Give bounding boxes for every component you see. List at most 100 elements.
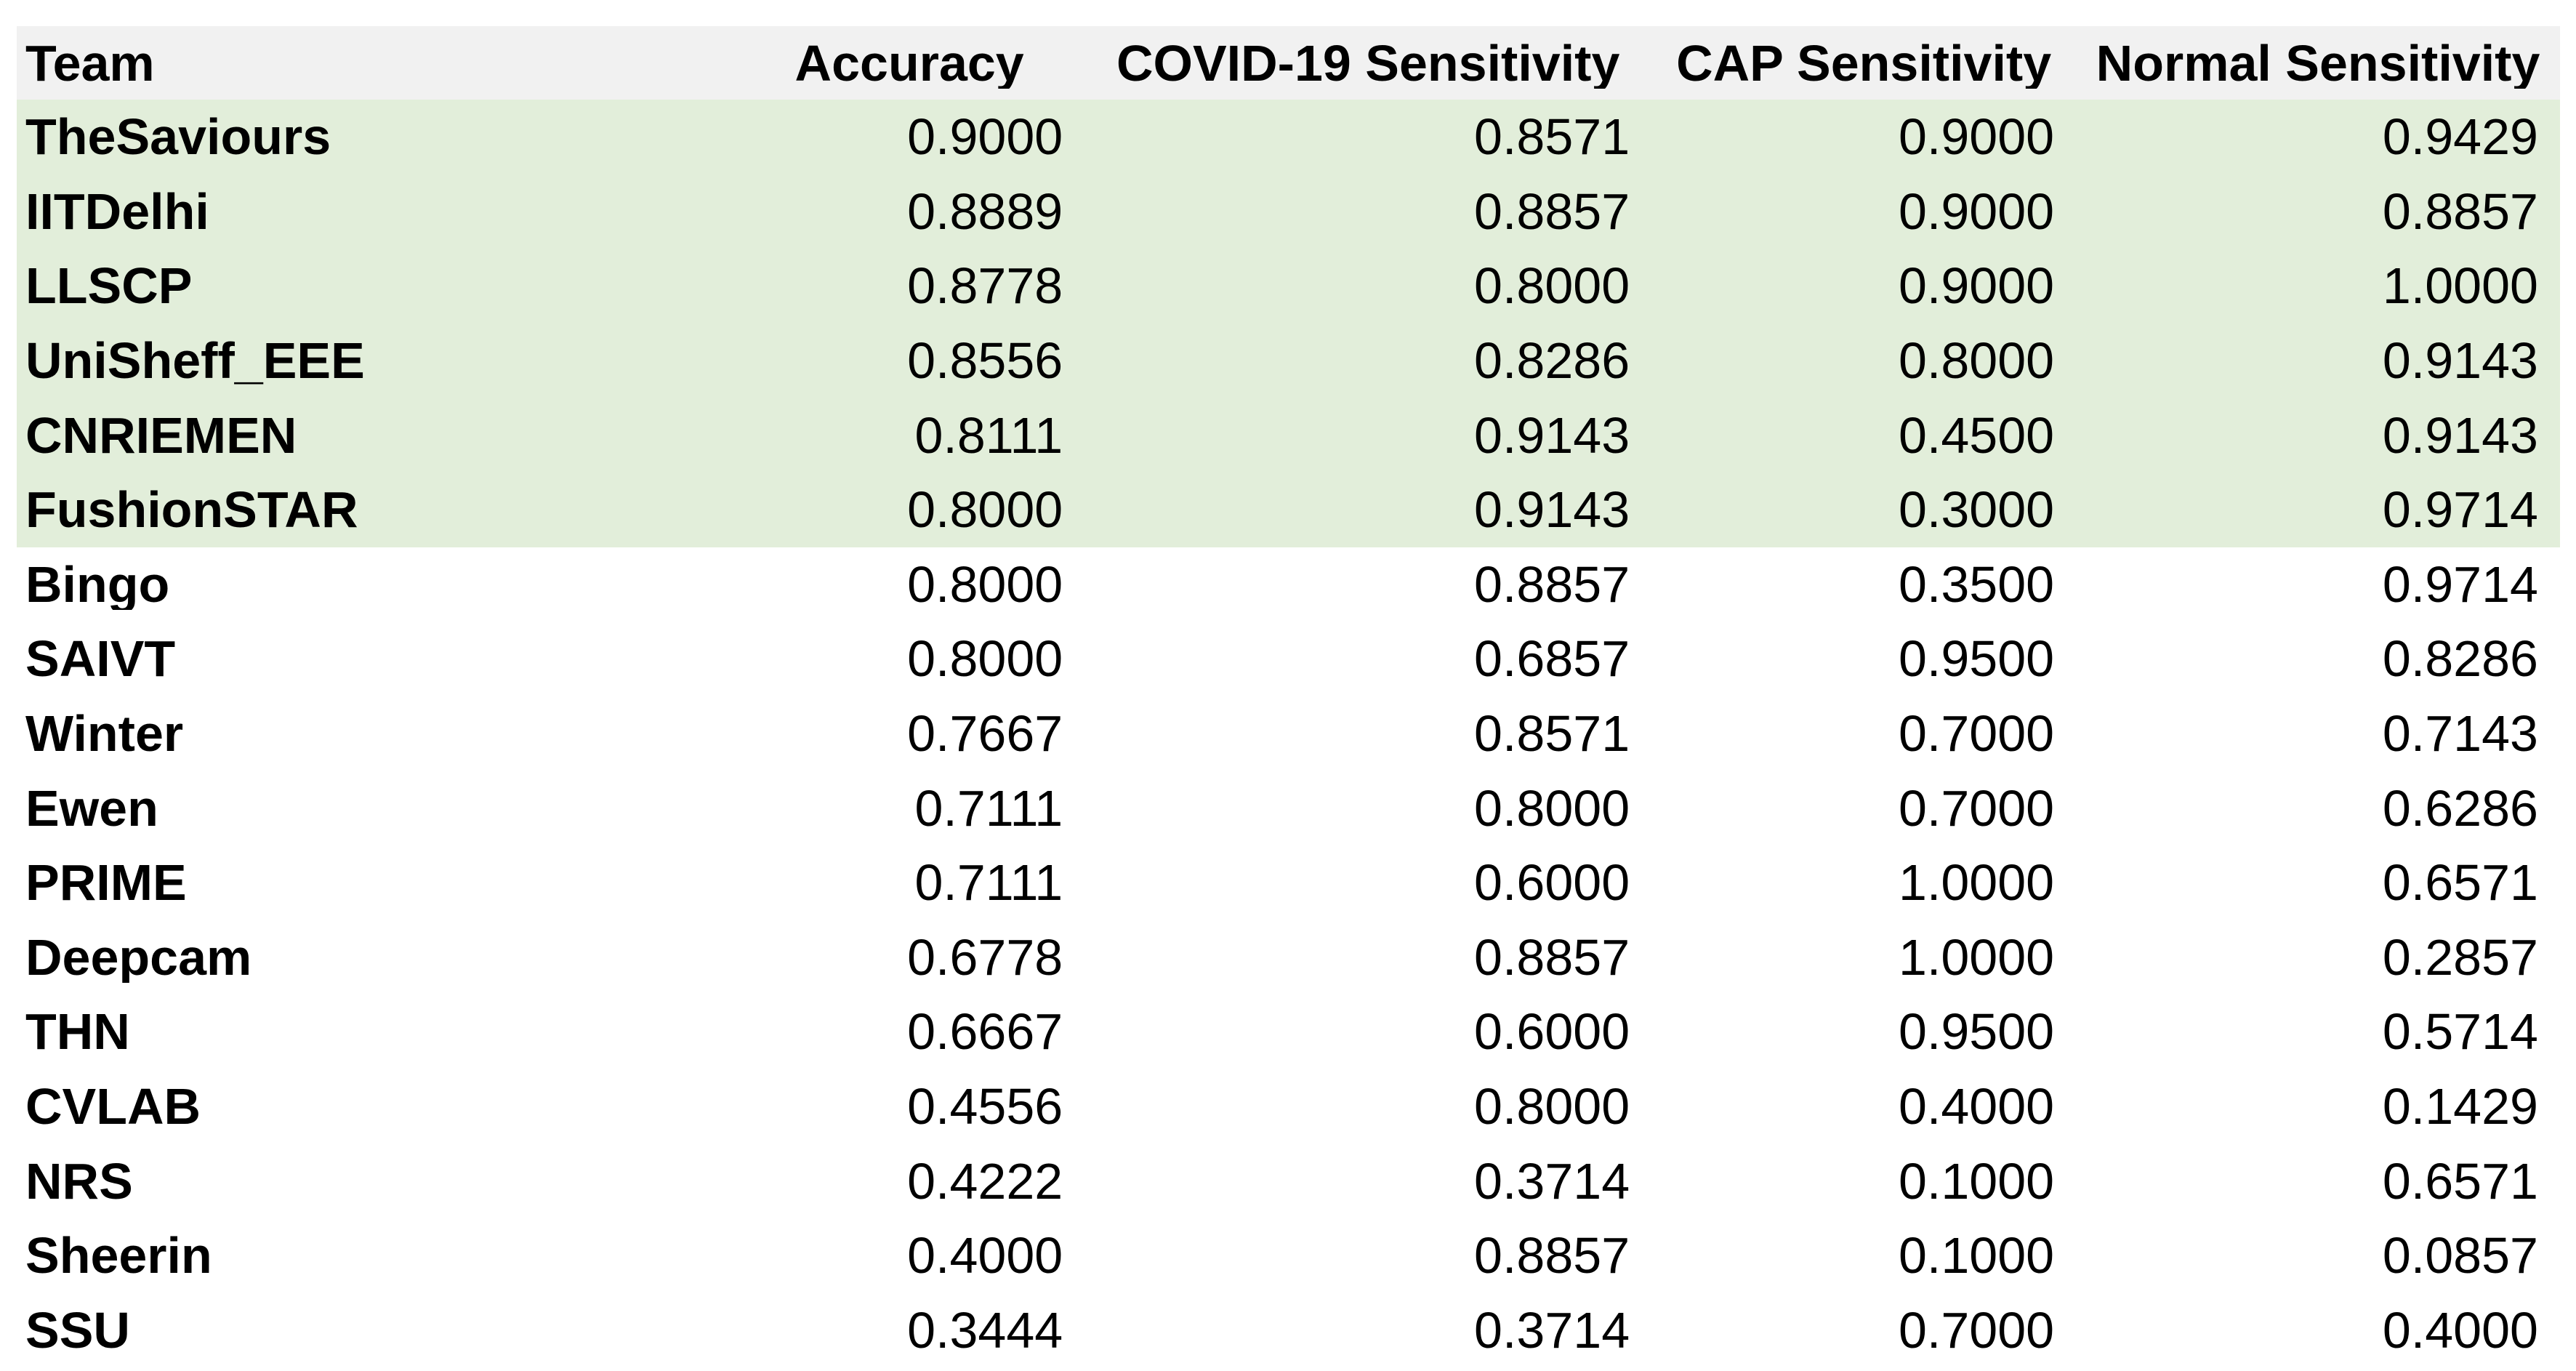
table-header-row: Team Accuracy COVID-19 Sensitivity CAP S… — [17, 26, 2560, 100]
table-body: TheSaviours 0.9000 0.8571 0.9000 0.9429 … — [17, 100, 2560, 1368]
cap-sensitivity-cell: 0.9000 — [1899, 185, 2055, 237]
covid-sensitivity-cell: 0.8857 — [1474, 558, 1630, 610]
cap-sensitivity-cell: 0.7000 — [1899, 1304, 2055, 1356]
covid-sensitivity-cell: 0.8000 — [1474, 1081, 1630, 1133]
accuracy-cell: 0.7111 — [914, 782, 1063, 834]
table-row: TheSaviours 0.9000 0.8571 0.9000 0.9429 — [17, 100, 2560, 174]
normal-sensitivity-cell: 0.6286 — [2382, 782, 2538, 834]
covid-sensitivity-cell: 0.6000 — [1474, 1006, 1630, 1058]
accuracy-cell: 0.8111 — [914, 409, 1063, 461]
accuracy-cell: 0.6667 — [907, 1006, 1063, 1058]
normal-sensitivity-cell: 0.5714 — [2382, 1006, 2538, 1058]
table-row: CVLAB 0.4556 0.8000 0.4000 0.1429 — [17, 1069, 2560, 1144]
normal-sensitivity-cell: 0.8286 — [2382, 633, 2538, 685]
table-row: SSU 0.3444 0.3714 0.7000 0.4000 — [17, 1292, 2560, 1368]
covid-sensitivity-cell: 0.8000 — [1474, 260, 1630, 312]
table-row: FushionSTAR 0.8000 0.9143 0.3000 0.9714 — [17, 472, 2560, 547]
covid-sensitivity-cell: 0.8571 — [1474, 111, 1630, 163]
team-cell: Sheerin — [25, 1230, 212, 1282]
normal-sensitivity-cell: 0.2857 — [2382, 931, 2538, 983]
cap-sensitivity-cell: 0.7000 — [1899, 708, 2055, 760]
table-row: Bingo 0.8000 0.8857 0.3500 0.9714 — [17, 547, 2560, 622]
covid-sensitivity-cell: 0.8857 — [1474, 1230, 1630, 1282]
table-row: Ewen 0.7111 0.8000 0.7000 0.6286 — [17, 771, 2560, 845]
table-row: NRS 0.4222 0.3714 0.1000 0.6571 — [17, 1143, 2560, 1218]
covid-sensitivity-cell: 0.6857 — [1474, 633, 1630, 685]
table-row: Sheerin 0.4000 0.8857 0.1000 0.0857 — [17, 1218, 2560, 1293]
covid-sensitivity-cell: 0.9143 — [1474, 484, 1630, 536]
table-row: Winter 0.7667 0.8571 0.7000 0.7143 — [17, 696, 2560, 771]
column-header-normal-sensitivity: Normal Sensitivity — [2096, 37, 2540, 89]
covid-sensitivity-cell: 0.8857 — [1474, 185, 1630, 237]
team-cell: Bingo — [25, 558, 170, 610]
accuracy-cell: 0.8778 — [907, 260, 1063, 312]
normal-sensitivity-cell: 0.6571 — [2382, 1155, 2538, 1207]
team-cell: Deepcam — [25, 931, 252, 983]
team-cell: UniSheff_EEE — [25, 335, 365, 387]
cap-sensitivity-cell: 0.4000 — [1899, 1081, 2055, 1133]
covid-sensitivity-cell: 0.8000 — [1474, 782, 1630, 834]
team-cell: SSU — [25, 1304, 130, 1356]
cap-sensitivity-cell: 1.0000 — [1899, 857, 2055, 909]
accuracy-cell: 0.8889 — [907, 185, 1063, 237]
accuracy-cell: 0.8556 — [907, 335, 1063, 387]
accuracy-cell: 0.6778 — [907, 931, 1063, 983]
cap-sensitivity-cell: 0.4500 — [1899, 409, 2055, 461]
cap-sensitivity-cell: 0.1000 — [1899, 1155, 2055, 1207]
normal-sensitivity-cell: 0.8857 — [2382, 185, 2538, 237]
column-header-team: Team — [25, 37, 155, 89]
team-cell: CVLAB — [25, 1081, 201, 1133]
covid-sensitivity-cell: 0.9143 — [1474, 409, 1630, 461]
table-row: IITDelhi 0.8889 0.8857 0.9000 0.8857 — [17, 174, 2560, 249]
accuracy-cell: 0.4556 — [907, 1081, 1063, 1133]
covid-sensitivity-cell: 0.8286 — [1474, 335, 1630, 387]
column-header-covid-sensitivity: COVID-19 Sensitivity — [1116, 37, 1620, 89]
table-row: THN 0.6667 0.6000 0.9500 0.5714 — [17, 994, 2560, 1069]
cap-sensitivity-cell: 0.8000 — [1899, 335, 2055, 387]
normal-sensitivity-cell: 0.9714 — [2382, 484, 2538, 536]
accuracy-cell: 0.3444 — [907, 1304, 1063, 1356]
team-cell: Winter — [25, 708, 184, 760]
team-cell: IITDelhi — [25, 185, 209, 237]
covid-sensitivity-cell: 0.8857 — [1474, 931, 1630, 983]
team-cell: TheSaviours — [25, 111, 331, 163]
accuracy-cell: 0.7667 — [907, 708, 1063, 760]
normal-sensitivity-cell: 0.9714 — [2382, 558, 2538, 610]
column-header-cap-sensitivity: CAP Sensitivity — [1676, 37, 2052, 89]
team-cell: SAIVT — [25, 633, 176, 685]
table-row: PRIME 0.7111 0.6000 1.0000 0.6571 — [17, 845, 2560, 920]
accuracy-cell: 0.8000 — [907, 633, 1063, 685]
normal-sensitivity-cell: 0.4000 — [2382, 1304, 2538, 1356]
table-row: UniSheff_EEE 0.8556 0.8286 0.8000 0.9143 — [17, 323, 2560, 398]
cap-sensitivity-cell: 0.9500 — [1899, 633, 2055, 685]
team-cell: FushionSTAR — [25, 484, 358, 536]
cap-sensitivity-cell: 0.9000 — [1899, 260, 2055, 312]
normal-sensitivity-cell: 0.7143 — [2382, 708, 2538, 760]
normal-sensitivity-cell: 0.9143 — [2382, 409, 2538, 461]
table-row: CNRIEMEN 0.8111 0.9143 0.4500 0.9143 — [17, 398, 2560, 473]
team-cell: CNRIEMEN — [25, 409, 297, 461]
cap-sensitivity-cell: 0.7000 — [1899, 782, 2055, 834]
leaderboard-table: Team Accuracy COVID-19 Sensitivity CAP S… — [17, 26, 2560, 1368]
accuracy-cell: 0.7111 — [914, 857, 1063, 909]
covid-sensitivity-cell: 0.8571 — [1474, 708, 1630, 760]
accuracy-cell: 0.8000 — [907, 558, 1063, 610]
team-cell: PRIME — [25, 857, 187, 909]
cap-sensitivity-cell: 0.3500 — [1899, 558, 2055, 610]
cap-sensitivity-cell: 0.3000 — [1899, 484, 2055, 536]
team-cell: NRS — [25, 1155, 133, 1207]
table-row: Deepcam 0.6778 0.8857 1.0000 0.2857 — [17, 920, 2560, 995]
team-cell: LLSCP — [25, 260, 193, 312]
covid-sensitivity-cell: 0.3714 — [1474, 1304, 1630, 1356]
covid-sensitivity-cell: 0.3714 — [1474, 1155, 1630, 1207]
cap-sensitivity-cell: 1.0000 — [1899, 931, 2055, 983]
covid-sensitivity-cell: 0.6000 — [1474, 857, 1630, 909]
column-header-accuracy: Accuracy — [794, 37, 1024, 89]
cap-sensitivity-cell: 0.9500 — [1899, 1006, 2055, 1058]
normal-sensitivity-cell: 0.6571 — [2382, 857, 2538, 909]
normal-sensitivity-cell: 1.0000 — [2382, 260, 2538, 312]
accuracy-cell: 0.8000 — [907, 484, 1063, 536]
accuracy-cell: 0.4000 — [907, 1230, 1063, 1282]
normal-sensitivity-cell: 0.0857 — [2382, 1230, 2538, 1282]
accuracy-cell: 0.4222 — [907, 1155, 1063, 1207]
